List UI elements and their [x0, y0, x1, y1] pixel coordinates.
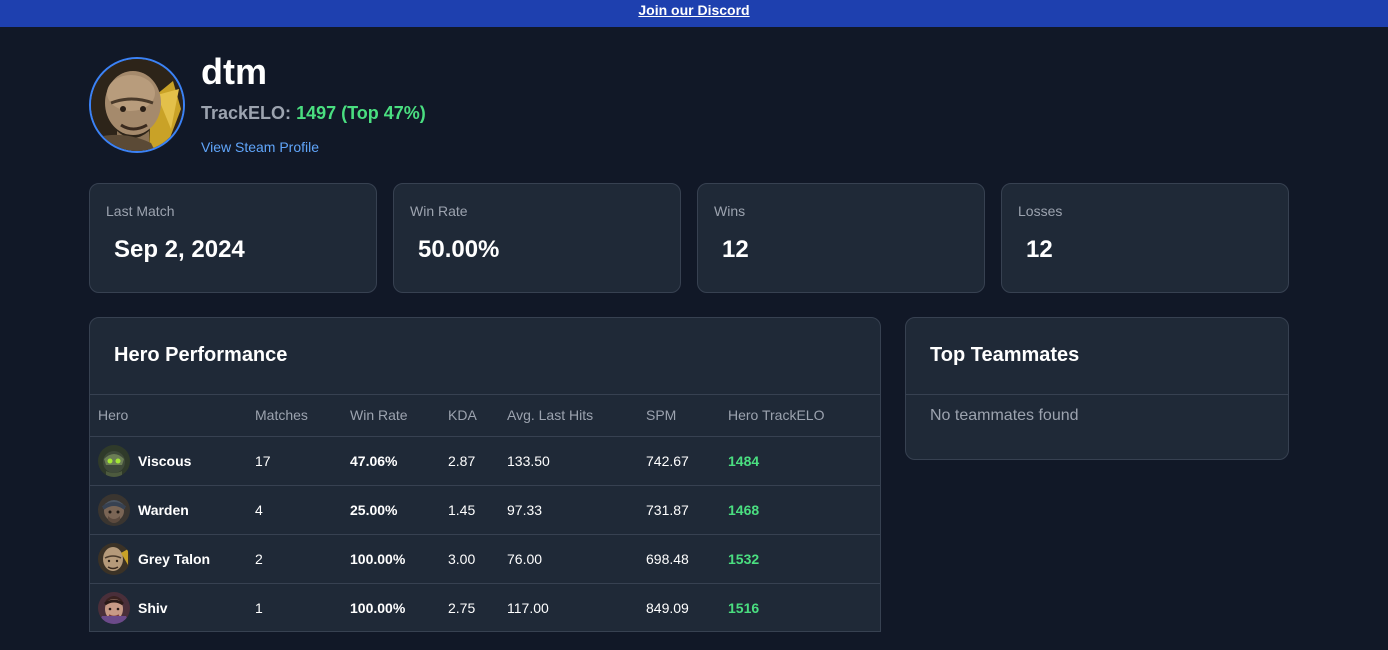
column-header-win-rate[interactable]: Win Rate — [350, 395, 448, 437]
table-row[interactable]: Warden 4 25.00% 1.45 97.33 731.87 1468 — [90, 485, 880, 535]
hero-performance-table: Hero Matches Win Rate KDA Avg. Last Hits… — [90, 395, 880, 631]
join-discord-link[interactable]: Join our Discord — [638, 2, 750, 18]
stat-card-wins: Wins 12 — [697, 183, 985, 293]
hero-cell: Warden — [90, 485, 255, 535]
column-header-kda[interactable]: KDA — [448, 395, 507, 437]
matches-cell: 17 — [255, 436, 350, 486]
trackelo-label: TrackELO: — [201, 103, 292, 123]
column-header-hero-trackelo[interactable]: Hero TrackELO — [728, 395, 880, 437]
hero-name: Warden — [138, 501, 189, 518]
hero-trackelo-cell: 1484 — [728, 436, 880, 486]
win-rate-cell: 100.00% — [350, 599, 406, 616]
avg-last-hits-cell: 133.50 — [507, 436, 646, 486]
stat-card-last-match: Last Match Sep 2, 2024 — [89, 183, 377, 293]
win-rate-cell: 100.00% — [350, 534, 448, 584]
stat-value: 12 — [1026, 236, 1053, 263]
stat-card-losses: Losses 12 — [1001, 183, 1289, 293]
kda-cell: 1.45 — [448, 485, 507, 535]
win-rate-cell: 25.00% — [350, 485, 448, 535]
stat-value: 12 — [722, 236, 749, 263]
stat-label: Last Match — [106, 203, 175, 219]
avatar — [89, 57, 185, 153]
kda-cell: 2.75 — [448, 599, 476, 616]
warden-icon — [98, 493, 130, 526]
hero-trackelo-cell: 1468 — [728, 485, 880, 535]
hero-name: Viscous — [138, 452, 192, 469]
divider — [906, 394, 1288, 395]
discord-banner: Join our Discord — [0, 0, 1388, 27]
matches-cell: 2 — [255, 534, 350, 584]
hero-trackelo-cell: 1516 — [728, 599, 760, 616]
stat-value: 50.00% — [418, 236, 500, 263]
grey-talon-avatar-icon — [91, 59, 183, 151]
hero-trackelo-cell: 1532 — [728, 534, 880, 584]
view-steam-profile-link[interactable]: View Steam Profile — [201, 139, 320, 155]
hero-performance-title: Hero Performance — [114, 344, 288, 366]
divider — [90, 394, 880, 395]
avg-last-hits-cell: 117.00 — [507, 599, 549, 616]
stat-label: Losses — [1018, 203, 1063, 219]
hero-cell: Shiv — [90, 583, 255, 631]
column-header-matches[interactable]: Matches — [255, 395, 350, 437]
hero-name: Shiv — [138, 599, 168, 616]
column-header-hero[interactable]: Hero — [90, 395, 255, 437]
spm-cell: 698.48 — [646, 534, 728, 584]
table-row[interactable]: Shiv 1 100.00% 2.75 117.00 849.09 1516 — [90, 583, 880, 631]
stat-label: Win Rate — [410, 203, 468, 219]
win-rate-cell: 47.06% — [350, 436, 448, 486]
empty-state-text: No teammates found — [930, 407, 1079, 424]
matches-cell: 4 — [255, 485, 350, 535]
avg-last-hits-cell: 76.00 — [507, 534, 646, 584]
username: dtm — [201, 51, 267, 92]
hero-performance-panel: Hero Performance Hero Matches Win Rate K… — [89, 317, 881, 632]
stat-label: Wins — [714, 203, 746, 219]
viscous-icon — [98, 444, 130, 477]
hero-cell: Viscous — [90, 436, 255, 486]
stat-card-win-rate: Win Rate 50.00% — [393, 183, 681, 293]
avg-last-hits-cell: 97.33 — [507, 485, 646, 535]
trackelo-value: 1497 (Top 47%) — [296, 103, 426, 123]
kda-cell: 2.87 — [448, 436, 507, 486]
shiv-icon — [98, 591, 130, 624]
hero-cell: Grey Talon — [90, 534, 255, 584]
table-row[interactable]: Viscous 17 47.06% 2.87 133.50 742.67 148… — [90, 436, 880, 486]
table-header-row: Hero Matches Win Rate KDA Avg. Last Hits… — [90, 395, 880, 437]
spm-cell: 849.09 — [646, 599, 689, 616]
kda-cell: 3.00 — [448, 534, 507, 584]
matches-cell: 1 — [255, 599, 263, 616]
table-row[interactable]: Grey Talon 2 100.00% 3.00 76.00 698.48 1… — [90, 534, 880, 584]
hero-name: Grey Talon — [138, 550, 211, 567]
grey-talon-icon — [98, 542, 130, 575]
column-header-avg-last-hits[interactable]: Avg. Last Hits — [507, 395, 646, 437]
top-teammates-panel: Top Teammates No teammates found — [905, 317, 1289, 460]
spm-cell: 731.87 — [646, 485, 728, 535]
column-header-spm[interactable]: SPM — [646, 395, 728, 437]
top-teammates-title: Top Teammates — [930, 344, 1080, 366]
stat-value: Sep 2, 2024 — [114, 236, 245, 263]
spm-cell: 742.67 — [646, 436, 728, 486]
trackelo-line: TrackELO: 1497 (Top 47%) — [201, 101, 426, 125]
